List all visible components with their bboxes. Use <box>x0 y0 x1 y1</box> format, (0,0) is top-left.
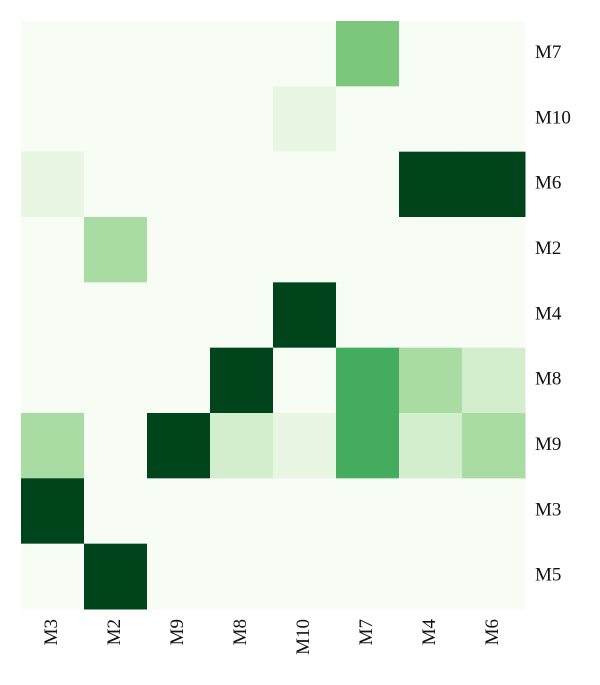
y-tick-label: M8 <box>535 369 561 390</box>
heatmap-cell <box>273 86 337 153</box>
heatmap-cell <box>462 282 526 349</box>
heatmap-cell <box>147 21 211 87</box>
heatmap-cell <box>21 282 85 349</box>
heatmap-cell <box>399 282 463 349</box>
heatmap-cell <box>84 478 148 545</box>
heatmap-cell <box>84 86 148 153</box>
heatmap-cell <box>273 543 337 610</box>
heatmap-cell <box>210 217 274 283</box>
y-tick-label: M2 <box>535 238 561 259</box>
heatmap-cell <box>462 217 526 283</box>
heatmap-cell <box>273 478 337 545</box>
heatmap-cell <box>273 413 337 479</box>
y-tick-label: M5 <box>535 565 561 586</box>
heatmap-cell <box>21 543 85 610</box>
heatmap-cell <box>399 151 463 218</box>
heatmap-cell <box>273 151 337 218</box>
heatmap-cell <box>147 413 211 479</box>
heatmap-cell <box>399 543 463 610</box>
heatmap-cell <box>462 151 526 218</box>
heatmap-cell <box>147 478 211 545</box>
heatmap-cell <box>210 21 274 87</box>
y-tick-label: M10 <box>535 107 571 128</box>
heatmap-cell <box>84 217 148 283</box>
heatmap-cell <box>462 86 526 153</box>
heatmap-cell <box>210 478 274 545</box>
heatmap-cell <box>147 217 211 283</box>
heatmap-cell <box>147 347 211 414</box>
heatmap-cell <box>336 151 400 218</box>
heatmap-cell <box>84 347 148 414</box>
heatmap-cell <box>399 413 463 479</box>
y-tick-label: M7 <box>535 42 561 63</box>
x-tick-label: M6 <box>482 619 503 645</box>
heatmap-cell <box>399 347 463 414</box>
heatmap-cell <box>210 151 274 218</box>
heatmap-cell <box>84 151 148 218</box>
heatmap-cell <box>21 347 85 414</box>
heatmap-cell <box>210 543 274 610</box>
y-tick-label: M4 <box>535 303 562 324</box>
heatmap-cell <box>399 86 463 153</box>
heatmap-cell <box>21 413 85 479</box>
heatmap-cell <box>462 543 526 610</box>
heatmap-cell <box>399 478 463 545</box>
heatmap-cell <box>462 413 526 479</box>
x-tick-label: M2 <box>104 619 125 645</box>
heatmap-cell <box>336 478 400 545</box>
heatmap-cell <box>84 543 148 610</box>
heatmap-cell <box>210 413 274 479</box>
heatmap-cell <box>21 151 85 218</box>
heatmap-cell <box>399 217 463 283</box>
heatmap-cell <box>462 21 526 87</box>
heatmap-cell <box>336 413 400 479</box>
heatmap-cell <box>84 413 148 479</box>
heatmap-cell <box>147 543 211 610</box>
heatmap-cell <box>462 347 526 414</box>
heatmap-cell <box>273 21 337 87</box>
heatmap-cell <box>462 478 526 545</box>
heatmap-cell <box>336 543 400 610</box>
heatmap-cell <box>273 217 337 283</box>
x-tick-label: M8 <box>230 619 251 645</box>
heatmap-cell <box>21 217 85 283</box>
heatmap-cell <box>336 217 400 283</box>
heatmap-cell <box>210 282 274 349</box>
x-tick-label: M4 <box>419 619 440 646</box>
x-tick-label: M10 <box>293 619 314 655</box>
heatmap-cell <box>210 86 274 153</box>
y-tick-label: M9 <box>535 434 561 455</box>
heatmap-cell <box>21 478 85 545</box>
heatmap-cell <box>21 21 85 87</box>
heatmap-cell <box>147 282 211 349</box>
heatmap-cell <box>399 21 463 87</box>
heatmap-cell <box>84 282 148 349</box>
heatmap-cell <box>210 347 274 414</box>
y-tick-label: M3 <box>535 499 561 520</box>
x-tick-label: M3 <box>41 619 62 645</box>
heatmap-cell <box>147 86 211 153</box>
heatmap-cell <box>336 282 400 349</box>
x-tick-label: M9 <box>167 619 188 645</box>
x-tick-label: M7 <box>356 619 377 645</box>
heatmap-cell <box>273 347 337 414</box>
heatmap-cell <box>336 347 400 414</box>
heatmap-cell <box>336 21 400 87</box>
heatmap-cell <box>21 86 85 153</box>
heatmap-cell <box>147 151 211 218</box>
heatmap-cell <box>273 282 337 349</box>
heatmap-cell <box>84 21 148 87</box>
heatmap-cell <box>336 86 400 153</box>
y-tick-label: M6 <box>535 173 561 194</box>
